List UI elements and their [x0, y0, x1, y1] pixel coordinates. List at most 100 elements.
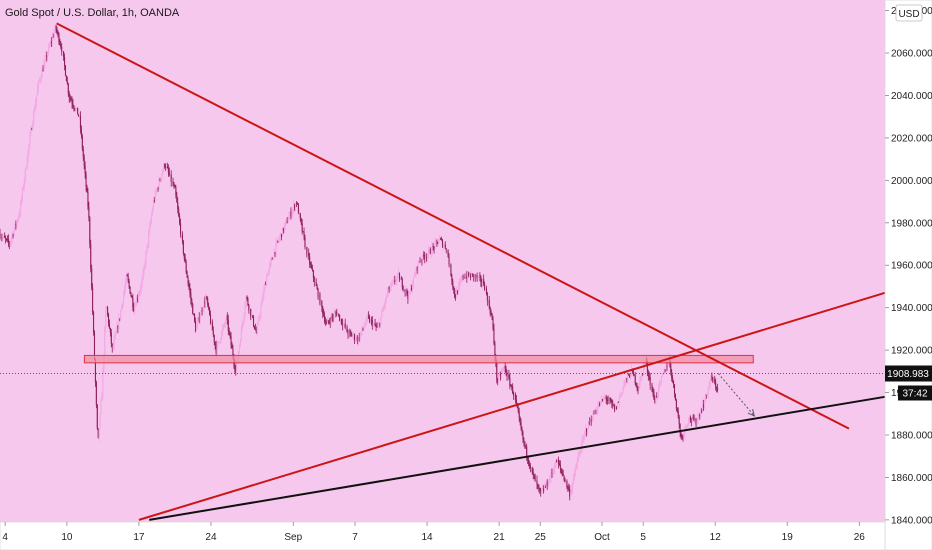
candle-body — [216, 344, 218, 354]
candle-body — [381, 311, 383, 318]
candle-body — [313, 277, 315, 283]
candle-body — [124, 282, 126, 290]
candle-body — [0, 233, 1, 238]
candle-body — [294, 204, 296, 209]
candle-body — [491, 313, 493, 319]
candle-body — [48, 46, 50, 53]
candle-body — [203, 301, 205, 310]
candle-body — [411, 287, 413, 290]
candle-body — [107, 313, 110, 324]
candle-body — [143, 266, 145, 272]
ascending-resistance-line[interactable] — [138, 291, 886, 521]
projection-arrow[interactable] — [717, 373, 755, 417]
candle-body — [241, 324, 243, 329]
candle-body — [271, 258, 273, 260]
y-tick-label: 1980.000 — [891, 218, 932, 229]
candle-body — [288, 216, 290, 221]
candle-body — [473, 274, 475, 278]
candle-body — [5, 237, 7, 239]
candle-body — [605, 396, 607, 400]
candle-body — [398, 272, 401, 281]
candle-body — [529, 466, 531, 470]
candle-body — [687, 420, 690, 424]
candle-body — [5, 238, 8, 240]
candle-body — [550, 472, 552, 480]
candle-body — [555, 460, 557, 467]
candle-body — [704, 394, 706, 402]
candle-body — [180, 234, 183, 235]
candle-body — [309, 256, 311, 265]
candle-body — [18, 216, 20, 220]
candle-body — [140, 283, 142, 290]
candle-body — [304, 237, 306, 248]
candle-body — [435, 240, 437, 242]
candle-body — [474, 274, 476, 278]
candle-body — [55, 25, 57, 30]
candle-body — [682, 437, 684, 439]
x-tick-label: 7 — [352, 532, 358, 543]
candle-body — [453, 286, 455, 290]
time-axis-panel[interactable] — [0, 521, 886, 550]
candle-body — [57, 32, 59, 34]
candle-body — [613, 404, 615, 406]
candle-body — [403, 289, 405, 291]
candle-body — [21, 188, 24, 199]
candle-body — [522, 432, 524, 440]
candle-body — [164, 164, 166, 167]
candle-body — [580, 450, 582, 453]
candle-body — [8, 242, 10, 245]
candle-body — [404, 289, 406, 292]
candle-body — [107, 306, 109, 314]
candle-body — [335, 312, 337, 314]
candle-body — [127, 276, 129, 281]
candle-body — [75, 108, 77, 110]
candle-body — [586, 429, 589, 432]
candle-body — [72, 103, 74, 107]
candle-body — [368, 315, 370, 318]
candle-body — [559, 464, 561, 469]
candle-body — [457, 285, 459, 294]
candle-body — [17, 219, 19, 221]
candle-body — [91, 268, 93, 288]
candle-body — [375, 325, 377, 327]
candle-body — [446, 250, 448, 252]
candle-body — [503, 366, 505, 369]
y-tick-label: 1940.000 — [891, 303, 932, 314]
candle-body — [465, 275, 467, 279]
candle-body — [253, 325, 256, 329]
candle-body — [475, 275, 477, 278]
y-tick-label: 2060.000 — [891, 49, 932, 60]
descending-resistance-line[interactable] — [56, 22, 850, 430]
candle-body — [558, 463, 560, 465]
candle-body — [192, 304, 194, 315]
support-trend-line[interactable] — [149, 395, 886, 521]
candle-body — [236, 361, 238, 371]
candle-body — [655, 395, 657, 403]
candle-body — [102, 370, 104, 396]
candle-body — [632, 369, 634, 375]
horizontal-resistance-zone[interactable] — [83, 354, 754, 364]
bar-countdown: 37:42 — [902, 388, 927, 399]
candle-body — [686, 426, 688, 428]
candle-body — [83, 157, 85, 166]
currency-badge[interactable] — [895, 4, 923, 22]
candle-body — [584, 432, 586, 437]
candle-body — [40, 77, 42, 80]
candle-body — [80, 128, 82, 136]
candle-body — [19, 214, 21, 217]
candle-body — [168, 172, 170, 176]
candle-body — [663, 369, 665, 374]
candle-body — [230, 336, 232, 345]
candle-body — [93, 312, 95, 333]
candle-body — [89, 217, 91, 245]
candle-body — [32, 123, 34, 130]
candle-body — [361, 327, 363, 333]
candle-body — [360, 332, 362, 335]
candle-body — [144, 263, 146, 267]
price-axis-panel[interactable] — [884, 0, 932, 550]
candle-body — [122, 303, 124, 306]
candle-body — [549, 479, 551, 480]
x-tick-label: 19 — [782, 532, 794, 543]
candle-body — [624, 380, 626, 385]
